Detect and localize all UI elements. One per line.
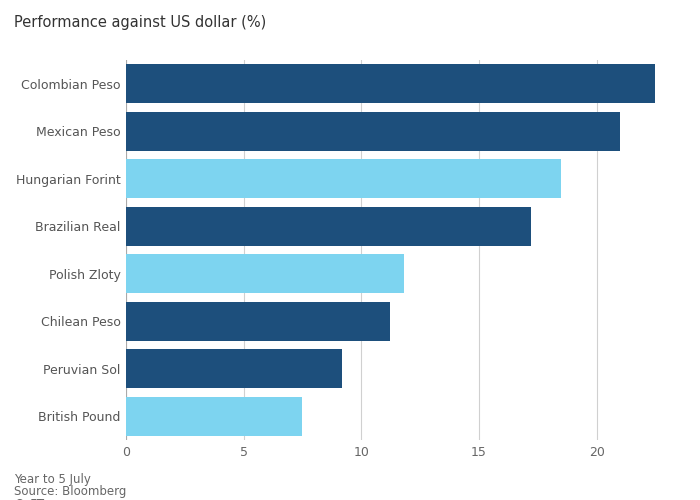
Bar — [126, 397, 302, 436]
Bar — [126, 64, 655, 103]
Text: © FT: © FT — [14, 498, 43, 500]
Text: Performance against US dollar (%): Performance against US dollar (%) — [14, 15, 266, 30]
Bar — [126, 207, 531, 246]
Bar — [126, 160, 561, 198]
Text: Source: Bloomberg: Source: Bloomberg — [14, 485, 127, 498]
Bar — [126, 302, 390, 341]
Text: Year to 5 July: Year to 5 July — [14, 472, 91, 486]
Bar — [126, 254, 404, 293]
Bar — [126, 350, 342, 388]
Bar — [126, 112, 620, 150]
